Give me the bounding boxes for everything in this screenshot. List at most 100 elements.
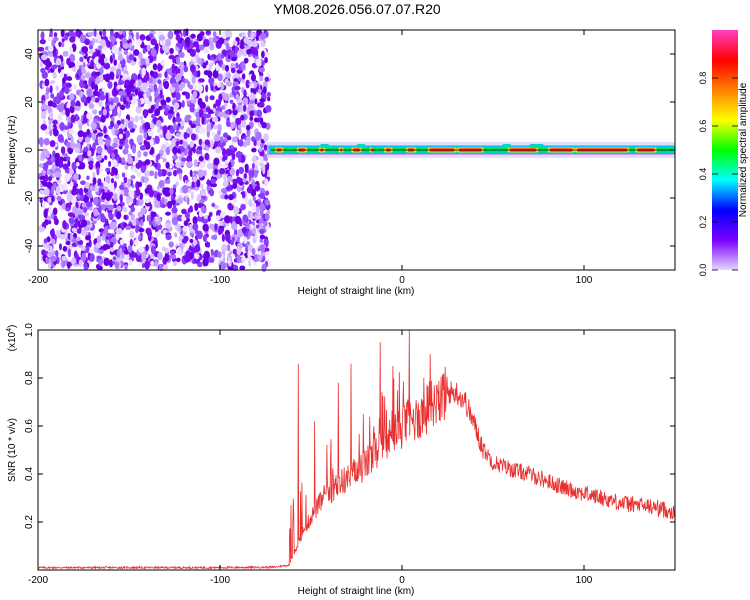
noise-speck (143, 139, 148, 146)
noise-speck (99, 213, 105, 219)
noise-speck (106, 40, 111, 48)
noise-speck (47, 196, 53, 203)
noise-speck (59, 243, 62, 251)
noise-speck (178, 51, 185, 59)
noise-speck (179, 242, 183, 248)
noise-speck (41, 54, 48, 61)
noise-speck (80, 162, 85, 170)
noise-speck (123, 175, 128, 184)
noise-speck (128, 82, 134, 89)
noise-speck (190, 33, 196, 39)
noise-speck (181, 208, 187, 215)
noise-speck (264, 251, 270, 256)
noise-speck (195, 150, 203, 155)
noise-speck (237, 242, 243, 249)
noise-speck (102, 28, 107, 38)
noise-speck (79, 34, 86, 44)
colorbar-tick-label: 0.2 (698, 216, 708, 229)
noise-speck (99, 30, 103, 36)
noise-speck (167, 171, 172, 177)
noise-speck (194, 253, 200, 260)
noise-speck (45, 86, 50, 95)
noise-speck (96, 154, 103, 161)
noise-speck (121, 172, 126, 178)
noise-speck (133, 239, 139, 246)
spec-y-tick-label: 0 (24, 147, 35, 153)
noise-speck (94, 185, 99, 192)
noise-speck (47, 36, 54, 42)
noise-speck (61, 38, 65, 43)
noise-speck (227, 204, 234, 211)
noise-speck (189, 238, 194, 243)
noise-speck (179, 139, 183, 145)
noise-speck (101, 204, 106, 211)
noise-speck (202, 62, 207, 69)
noise-speck (113, 148, 118, 155)
noise-speck (181, 100, 185, 108)
noise-speck (215, 215, 221, 221)
noise-speck (127, 245, 133, 253)
noise-speck (69, 105, 75, 114)
noise-speck (123, 49, 129, 56)
noise-speck (251, 162, 255, 169)
noise-speck (83, 263, 88, 271)
noise-speck (57, 134, 64, 143)
noise-speck (259, 228, 265, 235)
noise-speck (53, 36, 59, 42)
noise-speck (129, 238, 133, 247)
noise-speck (125, 196, 130, 205)
colorbar-label: Normalized spectral amplitude (738, 82, 749, 217)
noise-speck (239, 104, 243, 113)
noise-speck (161, 197, 165, 205)
noise-speck (189, 106, 195, 113)
noise-speck (100, 53, 106, 60)
noise-speck (144, 121, 150, 131)
noise-speck (117, 63, 122, 69)
noise-speck (233, 206, 240, 215)
noise-speck (202, 234, 207, 242)
noise-speck (160, 99, 167, 106)
noise-speck (143, 160, 151, 166)
noise-speck (172, 155, 179, 160)
noise-speck (73, 250, 78, 259)
noise-speck (215, 62, 219, 72)
noise-speck (259, 98, 266, 103)
noise-speck (201, 116, 205, 125)
noise-speck (186, 155, 193, 164)
noise-speck (101, 192, 106, 200)
noise-speck (173, 121, 177, 130)
noise-speck (207, 53, 211, 60)
noise-speck (41, 71, 48, 79)
noise-speck (202, 169, 207, 177)
noise-speck (139, 34, 146, 41)
noise-speck (171, 63, 175, 69)
noise-speck (84, 136, 91, 143)
noise-speck (46, 236, 51, 243)
noise-speck (251, 73, 256, 82)
noise-speck (41, 82, 46, 89)
noise-speck (135, 217, 140, 226)
noise-speck (220, 53, 225, 59)
noise-speck (59, 71, 65, 79)
noise-speck (199, 162, 206, 169)
noise-speck (175, 247, 182, 255)
noise-speck (109, 259, 114, 268)
noise-speck (137, 181, 143, 188)
noise-speck (149, 149, 154, 156)
noise-speck (71, 227, 78, 232)
noise-speck (175, 181, 180, 187)
noise-speck (123, 214, 127, 220)
noise-speck (175, 141, 180, 146)
noise-speck (157, 251, 163, 261)
noise-speck (42, 181, 49, 187)
noise-speck (201, 218, 209, 224)
noise-speck (255, 34, 259, 42)
noise-speck (59, 122, 65, 131)
noise-speck (261, 164, 266, 171)
noise-speck (219, 221, 224, 226)
spec-x-tick-label: -100 (210, 275, 230, 286)
noise-speck (226, 119, 231, 127)
noise-speck (189, 169, 193, 177)
noise-speck (113, 137, 119, 144)
noise-speck (64, 86, 70, 95)
